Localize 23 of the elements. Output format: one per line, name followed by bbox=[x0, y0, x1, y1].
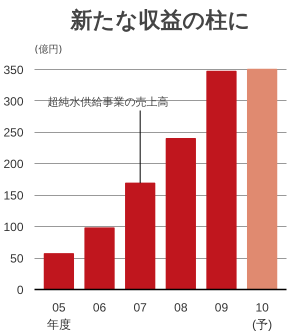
y-tick-label: 300 bbox=[3, 94, 24, 108]
y-tick-label: 50 bbox=[10, 252, 24, 266]
y-tick-label: 0 bbox=[16, 283, 24, 297]
annotation: 超純水供給事業の売上高 bbox=[48, 96, 169, 109]
y-axis-title: (億円) bbox=[34, 44, 62, 56]
bar bbox=[246, 68, 278, 290]
bar bbox=[206, 70, 237, 290]
x-tick-label: 07 bbox=[134, 300, 148, 314]
y-tick-label: 350 bbox=[3, 62, 24, 77]
y-tick-label: 150 bbox=[3, 188, 24, 203]
y-tick-label: 200 bbox=[3, 157, 24, 172]
bar bbox=[125, 182, 156, 290]
bar bbox=[166, 138, 196, 290]
x-tick-label: 10 (予) bbox=[252, 300, 272, 332]
x-tick-label: 08 bbox=[174, 300, 188, 314]
y-tick-label: 100 bbox=[3, 220, 24, 234]
y-tick-label: 250 bbox=[3, 126, 24, 140]
x-tick-label: 09 bbox=[214, 300, 228, 314]
bar bbox=[44, 253, 74, 290]
x-tick-label: 05 年度 bbox=[46, 300, 71, 332]
chart-title: 新たな収益の柱に bbox=[70, 8, 250, 32]
x-tick-label: 06 bbox=[92, 300, 107, 314]
bar bbox=[84, 227, 115, 290]
